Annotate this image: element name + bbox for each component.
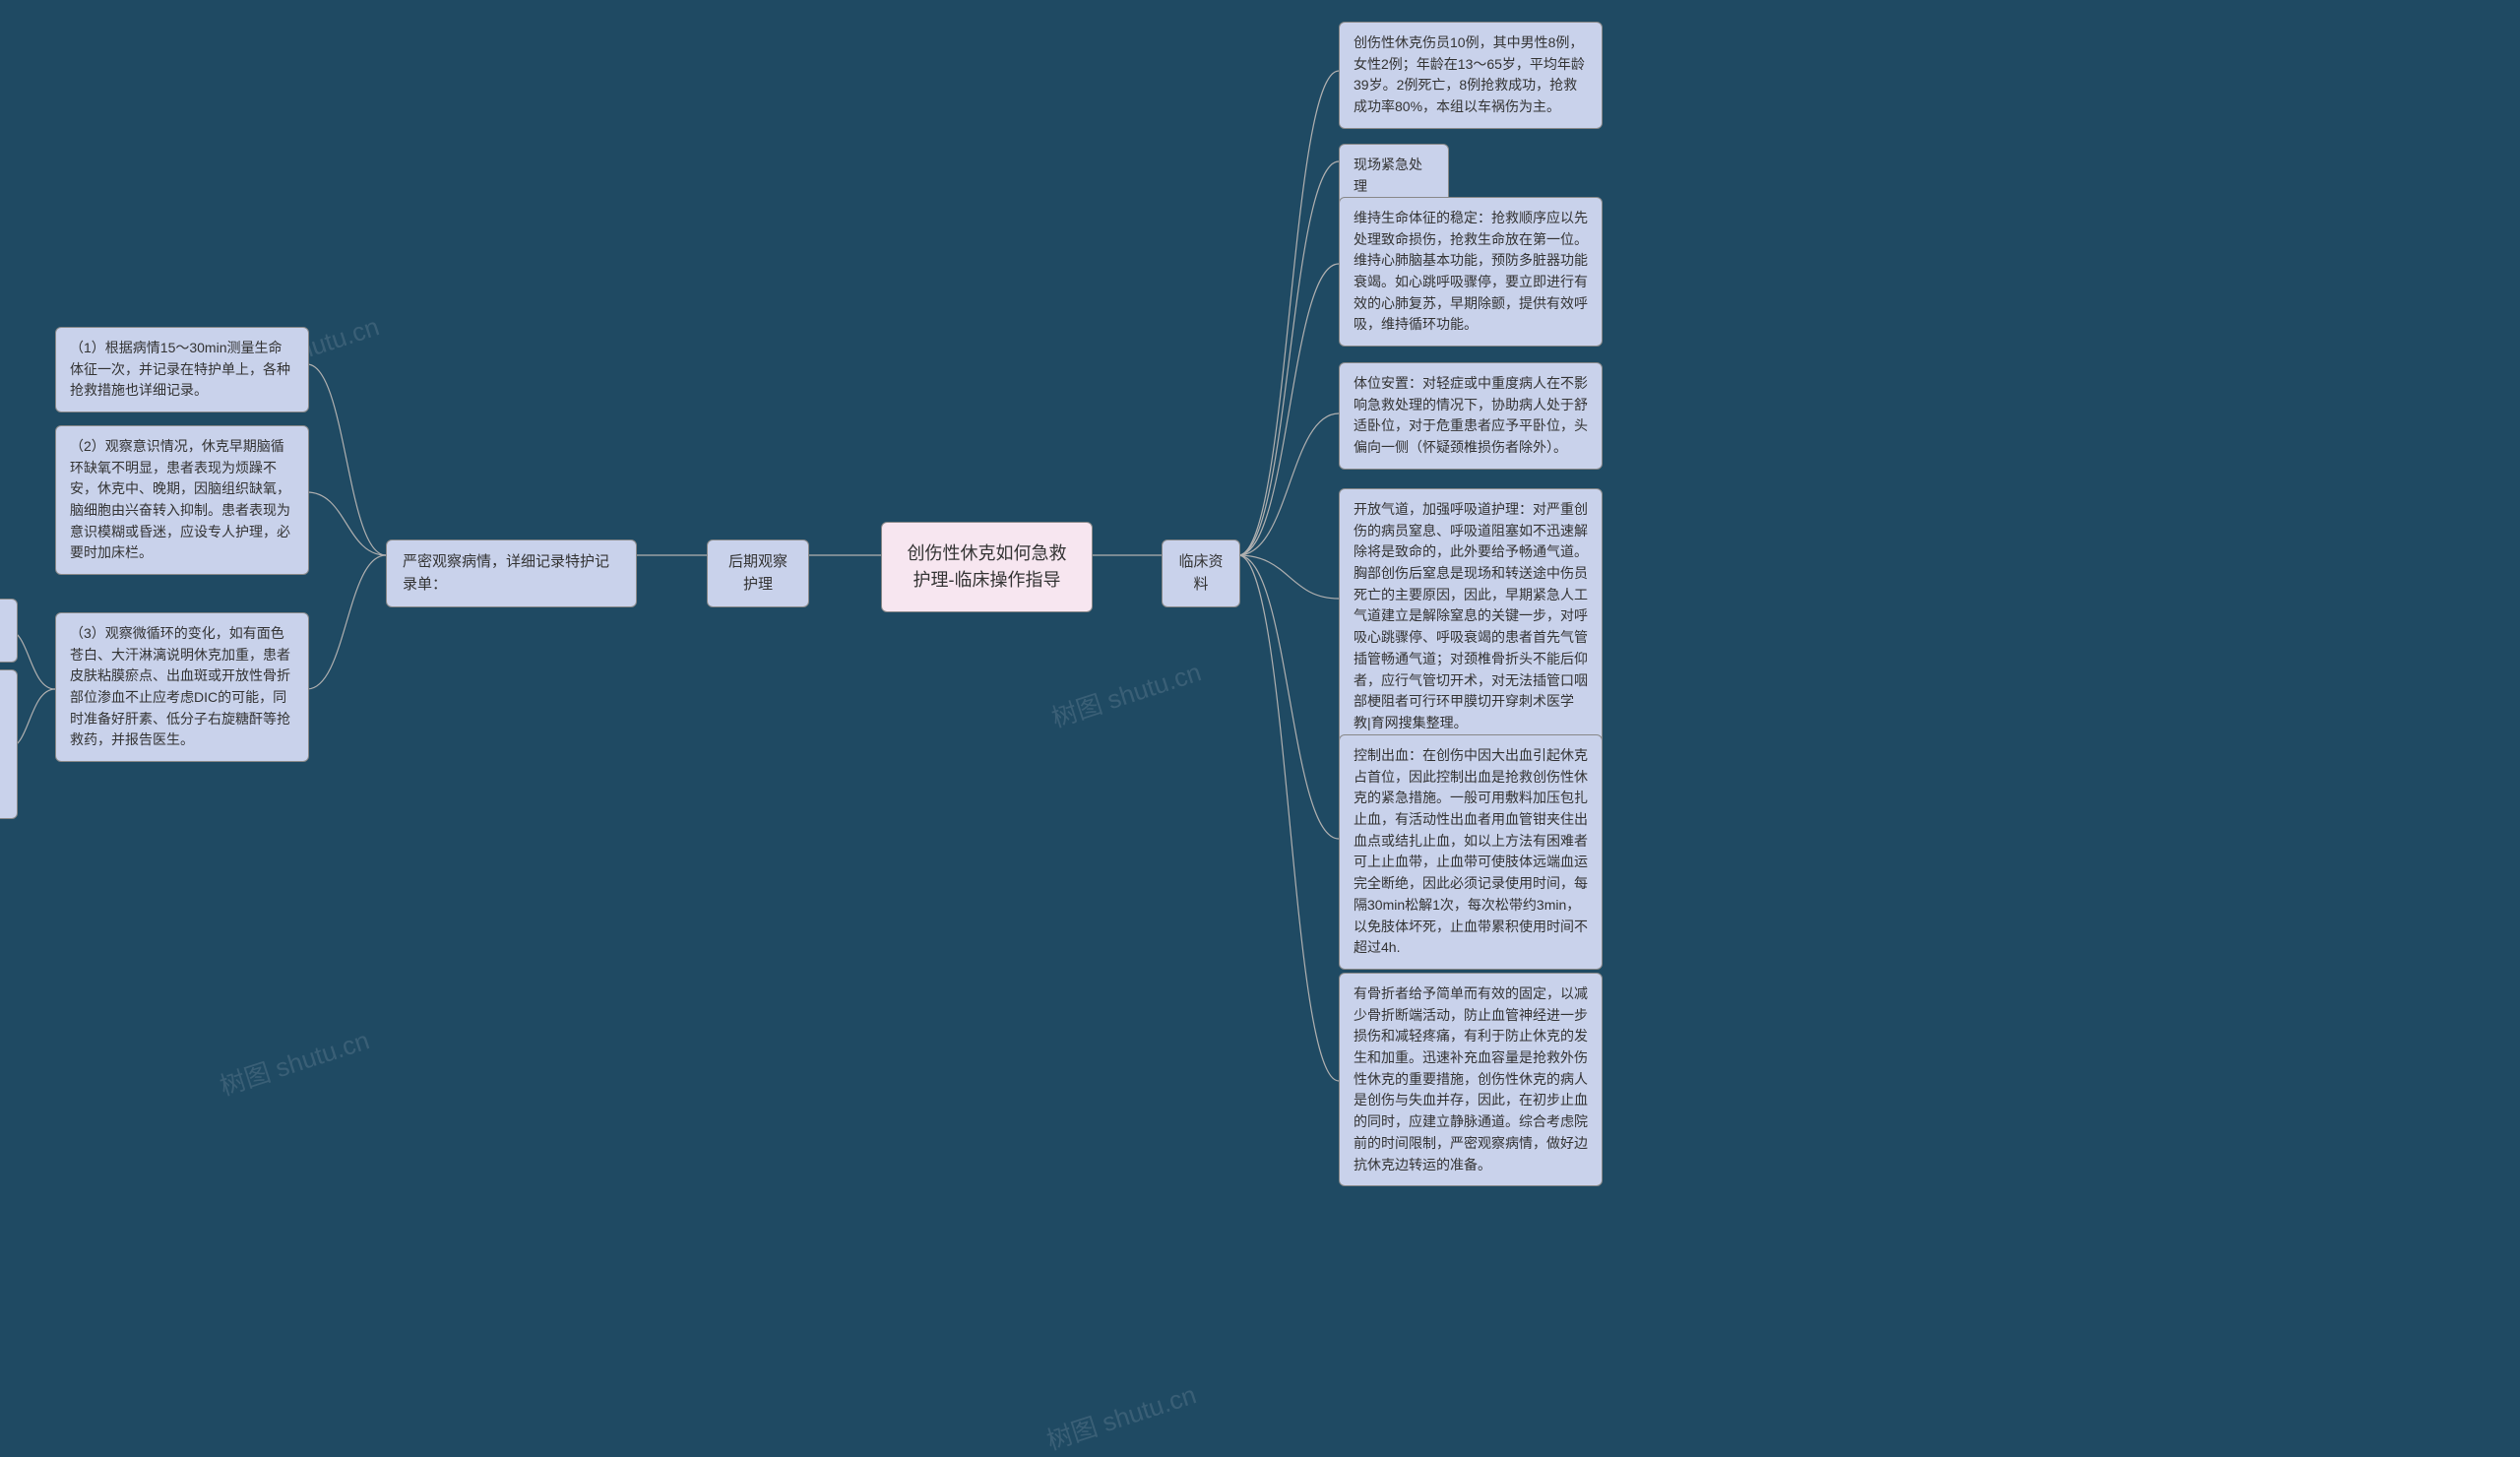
right-item-3: 体位安置：对轻症或中重度病人在不影响急救处理的情况下，协助病人处于舒适卧位，对于…: [1339, 362, 1603, 470]
watermark: 树图 shutu.cn: [215, 1021, 373, 1104]
left-item-1-text: （2）观察意识情况，休克早期脑循环缺氧不明显，患者表现为烦躁不安，休克中、晚期，…: [70, 438, 290, 560]
connectors-svg: [0, 0, 2520, 1436]
left-sub: 严密观察病情，详细记录特护记录单：: [386, 539, 637, 607]
left-item-0-text: （1）根据病情15～30min测量生命体征一次，并记录在特护单上，各种抢救措施也…: [70, 340, 290, 398]
right-item-1-text: 现场紧急处理: [1354, 157, 1422, 194]
right-branch: 临床资料: [1162, 539, 1240, 607]
right-item-0-text: 创伤性休克伤员10例，其中男性8例，女性2例；年龄在13～65岁，平均年龄39岁…: [1354, 34, 1585, 114]
right-item-0: 创伤性休克伤员10例，其中男性8例，女性2例；年龄在13～65岁，平均年龄39岁…: [1339, 22, 1603, 129]
left-sub-label: 严密观察病情，详细记录特护记录单：: [403, 553, 609, 593]
left-extra-1: 术前准备：这类病人大部分需要手术才能解除病因，因此在积极补液抗休克的同时还应迅速…: [0, 669, 18, 819]
root-text: 创伤性休克如何急救护理-临床操作指导: [908, 543, 1067, 590]
right-item-3-text: 体位安置：对轻症或中重度病人在不影响急救处理的情况下，协助病人处于舒适卧位，对于…: [1354, 375, 1588, 455]
left-branch: 后期观察护理: [707, 539, 809, 607]
right-item-2-text: 维持生命体征的稳定：抢救顺序应以先处理致命损伤，抢救生命放在第一位。维持心肺脑基…: [1354, 210, 1588, 332]
watermark: 树图 shutu.cn: [1041, 1375, 1200, 1457]
right-item-4-text: 开放气道，加强呼吸道护理：对严重创伤的病员窒息、呼吸道阻塞如不迅速解除将是致命的…: [1354, 501, 1588, 730]
right-item-5: 控制出血：在创伤中因大出血引起休克占首位，因此控制出血是抢救创伤性休克的紧急措施…: [1339, 734, 1603, 970]
right-item-6: 有骨折者给予简单而有效的固定，以减少骨折断端活动，防止血管神经进一步损伤和减轻疼…: [1339, 973, 1603, 1186]
left-item-1: （2）观察意识情况，休克早期脑循环缺氧不明显，患者表现为烦躁不安，休克中、晚期，…: [55, 425, 309, 575]
right-item-2: 维持生命体征的稳定：抢救顺序应以先处理致命损伤，抢救生命放在第一位。维持心肺脑基…: [1339, 197, 1603, 347]
right-item-4: 开放气道，加强呼吸道护理：对严重创伤的病员窒息、呼吸道阻塞如不迅速解除将是致命的…: [1339, 488, 1603, 745]
left-item-2: （3）观察微循环的变化，如有面色苍白、大汗淋漓说明休克加重，患者皮肤粘膜瘀点、出…: [55, 612, 309, 762]
left-extra-0: 其他护理：应给病人保暖，预防感冒及肺部并发症的发生。: [0, 599, 18, 663]
right-item-5-text: 控制出血：在创伤中因大出血引起休克占首位，因此控制出血是抢救创伤性休克的紧急措施…: [1354, 747, 1588, 955]
watermark: 树图 shutu.cn: [1046, 653, 1205, 735]
right-branch-label: 临床资料: [1178, 553, 1223, 593]
left-branch-label: 后期观察护理: [728, 553, 788, 593]
right-item-6-text: 有骨折者给予简单而有效的固定，以减少骨折断端活动，防止血管神经进一步损伤和减轻疼…: [1354, 985, 1588, 1172]
left-item-2-text: （3）观察微循环的变化，如有面色苍白、大汗淋漓说明休克加重，患者皮肤粘膜瘀点、出…: [70, 625, 290, 747]
root-node: 创伤性休克如何急救护理-临床操作指导: [881, 522, 1093, 612]
left-item-0: （1）根据病情15～30min测量生命体征一次，并记录在特护单上，各种抢救措施也…: [55, 327, 309, 412]
